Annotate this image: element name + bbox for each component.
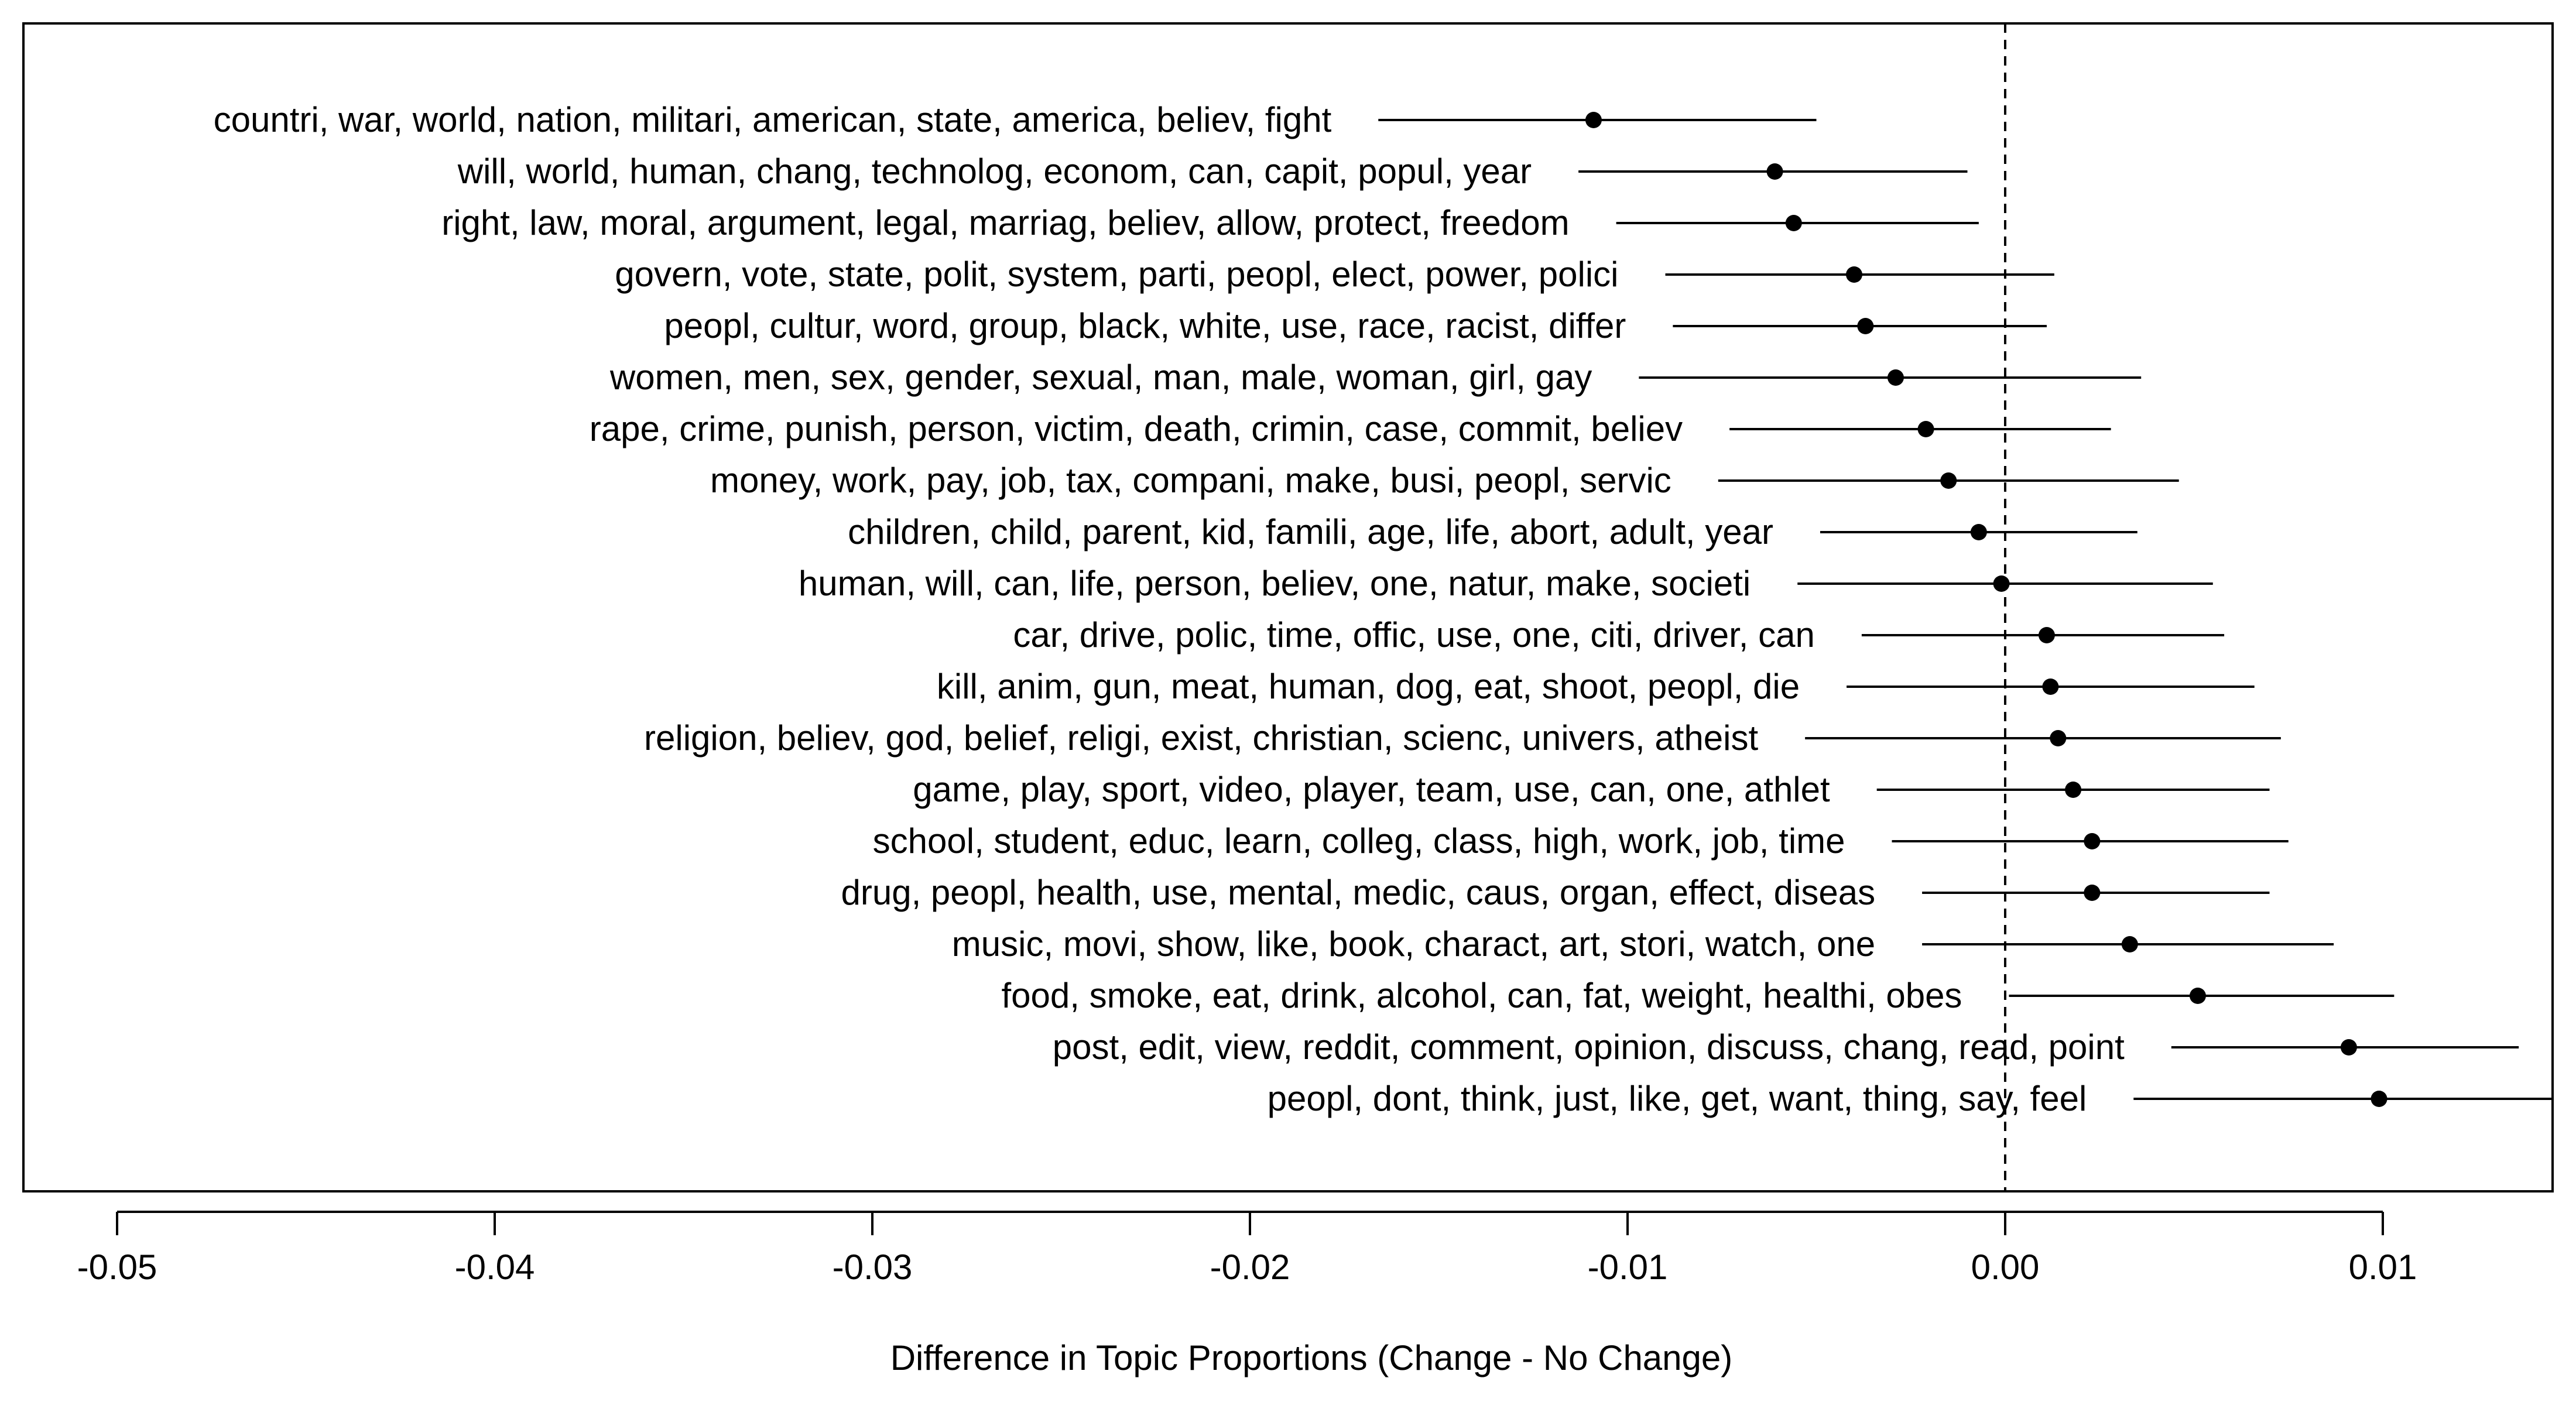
estimate-point: [2084, 833, 2101, 849]
estimate-point: [2038, 627, 2055, 643]
topic-label: govern, vote, state, polit, system, part…: [615, 255, 1618, 294]
estimate-point: [1585, 112, 1602, 128]
x-tick-label: -0.04: [455, 1248, 535, 1287]
topic-label: food, smoke, eat, drink, alcohol, can, f…: [1001, 976, 1962, 1015]
plot-frame: [22, 22, 2554, 1192]
estimate-point: [2189, 988, 2206, 1004]
estimate-point: [2340, 1039, 2357, 1056]
topic-label: right, law, moral, argument, legal, marr…: [441, 203, 1569, 242]
x-axis-label: Difference in Topic Proportions (Change …: [890, 1338, 1733, 1377]
estimate-point: [2065, 782, 2082, 798]
topic-label: money, work, pay, job, tax, compani, mak…: [710, 461, 1671, 500]
topic-label: school, student, educ, learn, colleg, cl…: [873, 821, 1845, 861]
topic-label: post, edit, view, reddit, comment, opini…: [1053, 1027, 2125, 1067]
topic-label: will, world, human, chang, technolog, ec…: [457, 152, 1532, 191]
estimate-point: [2084, 885, 2101, 901]
x-tick-label: -0.01: [1588, 1248, 1668, 1287]
topic-label: game, play, sport, video, player, team, …: [913, 770, 1830, 809]
x-axis: -0.05 -0.04 -0.03 -0.02 -0.01 0.00 0.01: [77, 1211, 2417, 1287]
topic-label: countri, war, world, nation, militari, a…: [214, 100, 1332, 139]
topic-label: human, will, can, life, person, believ, …: [799, 564, 1751, 603]
estimate-point: [1785, 215, 1802, 231]
estimate-point: [2121, 936, 2138, 952]
topic-label: car, drive, polic, time, offic, use, one…: [1013, 615, 1814, 654]
estimate-point: [1970, 524, 1987, 540]
topic-label: women, men, sex, gender, sexual, man, ma…: [609, 358, 1592, 397]
topic-label: music, movi, show, like, book, charact, …: [952, 924, 1875, 964]
topic-label: drug, peopl, health, use, mental, medic,…: [841, 873, 1875, 912]
estimate-point: [2042, 678, 2059, 695]
topic-label: religion, believ, god, belief, religi, e…: [644, 718, 1758, 758]
topic-label: rape, crime, punish, person, victim, dea…: [590, 409, 1683, 448]
topic-label: peopl, dont, think, just, like, get, wan…: [1268, 1079, 2087, 1118]
estimate-point: [1940, 472, 1957, 489]
topic-label: peopl, cultur, word, group, black, white…: [664, 306, 1626, 345]
estimate-point: [1917, 421, 1934, 437]
x-tick-label: -0.03: [833, 1248, 913, 1287]
x-tick-label: -0.02: [1210, 1248, 1290, 1287]
estimate-point: [1887, 369, 1904, 386]
x-tick-label: 0.01: [2349, 1248, 2417, 1287]
estimate-point: [2371, 1091, 2387, 1107]
estimate-point: [2050, 730, 2067, 746]
topic-label: children, child, parent, kid, famili, ag…: [848, 512, 1773, 551]
estimate-point: [1993, 575, 2010, 592]
topic-label: kill, anim, gun, meat, human, dog, eat, …: [937, 667, 1800, 706]
estimate-point: [1857, 318, 1874, 334]
estimate-point: [1766, 163, 1783, 180]
x-tick-label: 0.00: [1971, 1248, 2040, 1287]
x-tick-label: -0.05: [77, 1248, 157, 1287]
estimate-point: [1846, 266, 1862, 283]
